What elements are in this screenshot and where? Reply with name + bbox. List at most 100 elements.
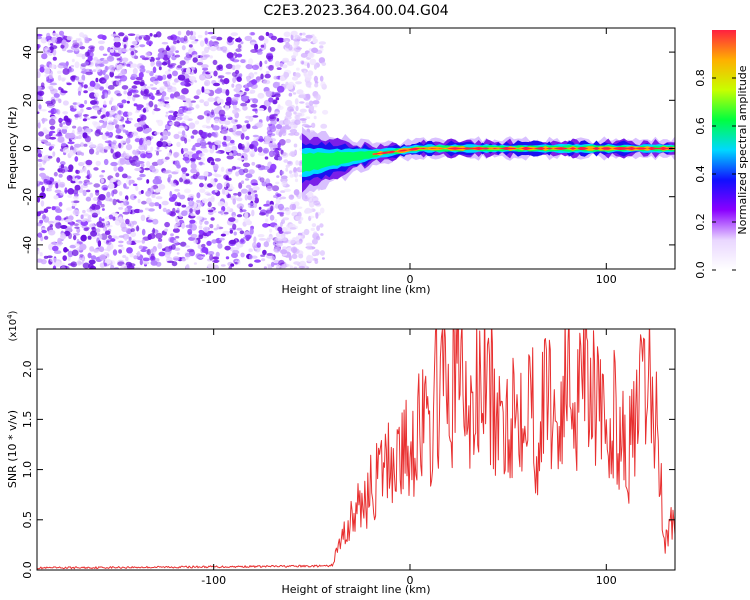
noise-dot xyxy=(86,169,91,176)
noise-dot xyxy=(277,153,281,157)
noise-dot xyxy=(52,32,58,37)
noise-dot xyxy=(252,115,259,118)
noise-dot xyxy=(261,258,266,262)
noise-dot xyxy=(224,201,228,207)
snr-line xyxy=(37,329,675,570)
noise-dot xyxy=(161,91,167,97)
noise-dot xyxy=(40,259,47,265)
noise-dot xyxy=(120,140,127,144)
noise-dot xyxy=(311,47,319,54)
noise-dot xyxy=(164,228,169,232)
noise-dot xyxy=(90,100,97,105)
noise-dot xyxy=(114,114,121,121)
noise-dot xyxy=(273,246,281,253)
noise-dot xyxy=(164,221,171,228)
noise-dot xyxy=(186,67,191,75)
noise-dot xyxy=(58,173,63,178)
noise-dot xyxy=(320,233,324,236)
noise-dot xyxy=(71,200,75,204)
noise-dot xyxy=(116,181,123,186)
noise-dot xyxy=(214,140,222,146)
noise-dot xyxy=(249,249,253,253)
noise-dot xyxy=(152,168,159,174)
noise-dot xyxy=(220,264,226,267)
noise-dot xyxy=(169,45,177,53)
noise-dot xyxy=(240,180,245,184)
noise-dot xyxy=(293,189,300,196)
noise-dot xyxy=(226,52,234,59)
noise-dot xyxy=(210,217,215,221)
noise-dot xyxy=(113,166,118,172)
noise-dot xyxy=(248,169,255,175)
noise-dot xyxy=(217,243,223,249)
noise-dot xyxy=(43,235,49,240)
noise-dot xyxy=(200,54,208,61)
noise-dot xyxy=(37,111,40,114)
noise-dot xyxy=(275,60,280,67)
noise-dot xyxy=(273,195,277,198)
noise-dot xyxy=(109,260,116,266)
noise-dot xyxy=(233,93,241,98)
noise-dot xyxy=(211,239,217,244)
noise-dot xyxy=(277,203,284,211)
noise-dot xyxy=(90,116,98,119)
noise-dot xyxy=(251,255,258,259)
noise-dot xyxy=(66,35,73,41)
noise-dot xyxy=(48,229,56,236)
noise-dot xyxy=(292,92,297,95)
noise-dot xyxy=(218,109,226,117)
noise-dot xyxy=(166,50,174,56)
noise-dot xyxy=(40,139,48,143)
noise-dot xyxy=(48,118,56,126)
noise-dot xyxy=(250,104,258,108)
noise-dot xyxy=(78,169,84,173)
y-tick-label: -40 xyxy=(21,236,34,254)
noise-dot xyxy=(148,208,155,212)
noise-dot xyxy=(274,148,278,153)
noise-dot xyxy=(90,230,98,237)
noise-dot xyxy=(273,75,278,80)
noise-dot xyxy=(167,59,171,66)
noise-dot xyxy=(53,171,58,177)
noise-dot xyxy=(102,187,108,191)
noise-dot xyxy=(113,41,121,48)
noise-dot xyxy=(95,60,103,64)
noise-dot xyxy=(105,131,110,137)
noise-dot xyxy=(284,119,291,125)
noise-dot xyxy=(61,142,67,147)
noise-dot xyxy=(314,82,319,88)
noise-dot xyxy=(123,200,129,206)
noise-dot xyxy=(232,59,240,63)
noise-dot xyxy=(316,235,321,241)
noise-dot xyxy=(40,200,45,207)
noise-dot xyxy=(301,61,304,65)
noise-dot xyxy=(204,88,210,94)
noise-dot xyxy=(174,247,181,251)
y-tick-label: 2.0 xyxy=(21,360,34,378)
noise-dot xyxy=(167,114,174,121)
noise-dot xyxy=(269,47,276,52)
noise-dot xyxy=(319,207,325,214)
noise-dot xyxy=(78,134,82,140)
noise-dot xyxy=(110,177,117,183)
noise-dot xyxy=(52,56,57,61)
noise-dot xyxy=(197,244,202,249)
noise-dot xyxy=(299,260,306,267)
noise-dot xyxy=(294,34,300,39)
noise-dot xyxy=(67,141,75,145)
noise-dot xyxy=(213,227,218,231)
noise-dot xyxy=(272,99,278,105)
noise-dot xyxy=(187,228,193,235)
noise-dot xyxy=(170,244,176,250)
noise-dot xyxy=(282,246,287,250)
noise-dot xyxy=(38,210,45,214)
noise-dot xyxy=(155,258,160,262)
noise-dot xyxy=(104,74,110,80)
noise-dot xyxy=(82,213,90,217)
noise-dot xyxy=(312,100,320,105)
noise-dot xyxy=(181,172,187,180)
noise-dot xyxy=(263,42,267,50)
noise-dot xyxy=(172,182,177,187)
noise-dot xyxy=(82,118,87,122)
noise-dot xyxy=(319,223,324,228)
